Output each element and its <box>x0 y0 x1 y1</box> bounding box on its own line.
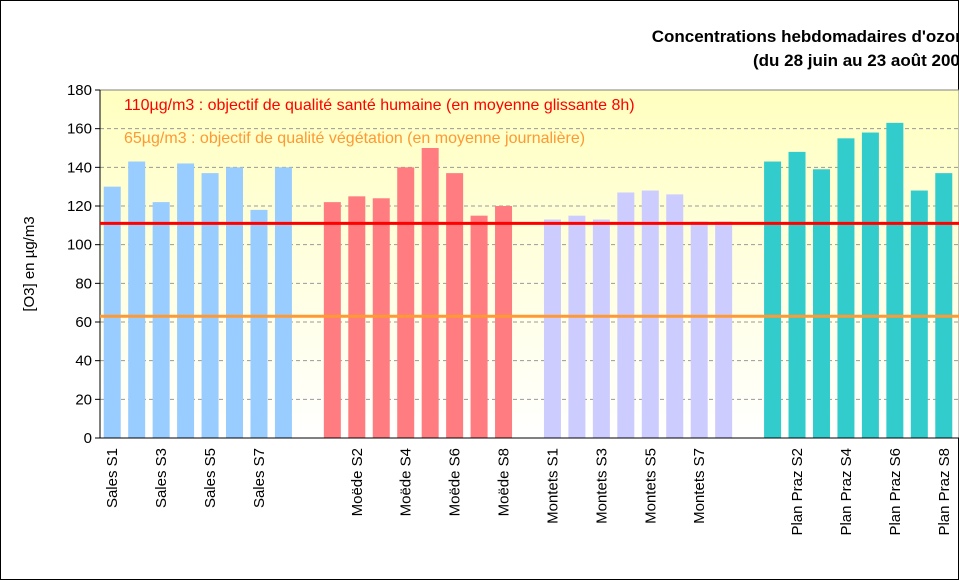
x-tick-label: Sales S5 <box>202 448 219 508</box>
bar <box>812 169 830 438</box>
bar <box>103 186 121 438</box>
y-tick-label: 100 <box>67 237 92 254</box>
bar <box>421 148 439 438</box>
reference-label: 65µg/m3 : objectif de qualité végétation… <box>124 130 585 147</box>
x-tick-label: Plan Praz S2 <box>789 448 806 536</box>
y-tick-label: 140 <box>67 159 92 176</box>
y-tick-label: 60 <box>75 314 92 331</box>
x-tick-label: Sales S7 <box>251 448 268 508</box>
bar <box>690 221 708 438</box>
bar <box>592 219 610 438</box>
y-tick-label: 80 <box>75 275 92 292</box>
x-tick-label: Moëde S4 <box>398 448 415 516</box>
bar <box>470 215 488 438</box>
bar <box>323 202 341 438</box>
bar <box>886 122 904 438</box>
x-tick-label: Moëde S8 <box>496 448 513 516</box>
reference-label: 110µg/m3 : objectif de qualité santé hum… <box>124 97 635 114</box>
bar <box>837 138 855 439</box>
chart-title: Concentrations hebdomadaires d'ozone <box>652 27 959 46</box>
bar <box>935 173 953 438</box>
y-tick-label: 180 <box>67 82 92 99</box>
bar <box>568 215 586 438</box>
x-tick-label: Moëde S6 <box>447 448 464 516</box>
bar <box>641 190 659 438</box>
bar <box>764 161 782 439</box>
y-tick-label: 40 <box>75 353 92 370</box>
y-tick-label: 20 <box>75 391 92 408</box>
x-tick-label: Montets S7 <box>691 448 708 524</box>
y-tick-label: 160 <box>67 121 92 138</box>
x-tick-label: Plan Praz S6 <box>887 448 904 536</box>
bar <box>128 161 146 439</box>
y-axis-label: [O3] en µg/m3 <box>21 216 38 311</box>
y-tick-label: 120 <box>67 198 92 215</box>
y-tick-label: 0 <box>84 430 92 447</box>
bar <box>495 206 513 438</box>
bar <box>177 163 195 438</box>
bar <box>152 202 170 438</box>
bar <box>446 173 464 438</box>
chart-subtitle: (du 28 juin au 23 août 2005) <box>753 51 959 70</box>
bar <box>226 167 244 439</box>
x-tick-label: Sales S1 <box>104 448 121 508</box>
x-tick-label: Sales S3 <box>153 448 170 508</box>
bar <box>543 219 561 438</box>
bar <box>201 173 219 438</box>
bar <box>372 198 390 438</box>
bar <box>715 221 733 438</box>
x-tick-label: Montets S1 <box>544 448 561 524</box>
bar <box>250 209 268 438</box>
bar <box>397 167 415 439</box>
x-tick-label: Moëde S2 <box>349 448 366 516</box>
bar <box>861 132 879 439</box>
x-tick-label: Plan Praz S4 <box>838 448 855 536</box>
bar <box>788 151 806 438</box>
x-tick-label: Plan Praz S8 <box>936 448 953 536</box>
bar <box>910 190 928 438</box>
x-tick-label: Montets S3 <box>593 448 610 524</box>
x-tick-label: Montets S5 <box>642 448 659 524</box>
bar <box>274 167 292 439</box>
